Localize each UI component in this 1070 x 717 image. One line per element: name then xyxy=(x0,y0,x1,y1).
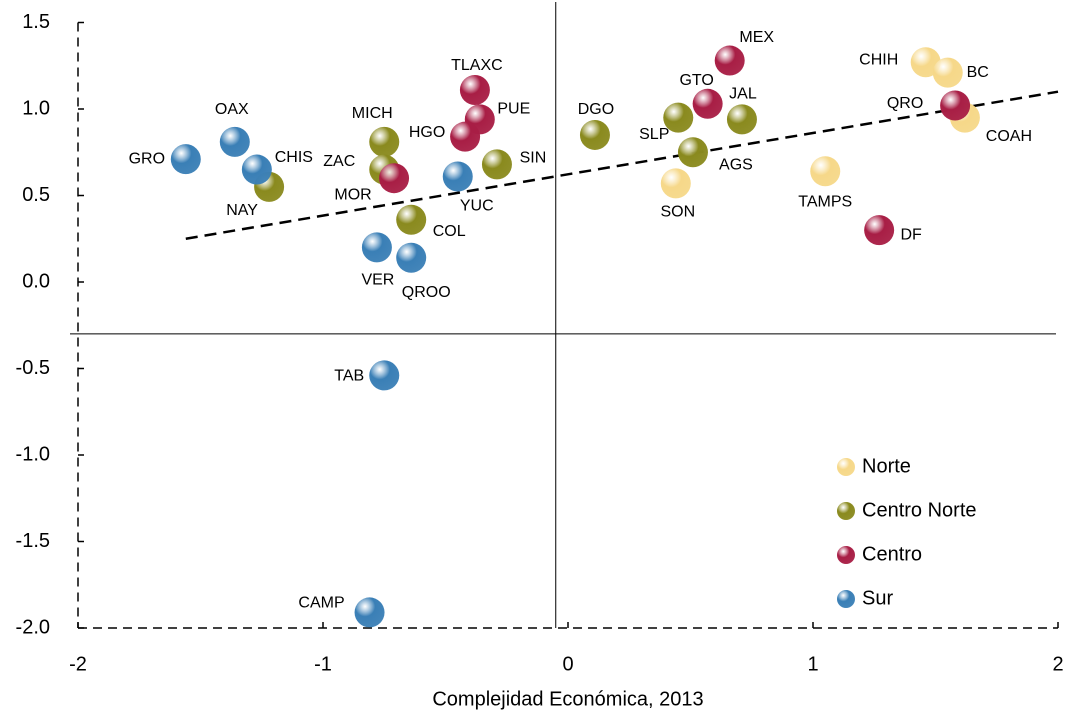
point xyxy=(369,126,400,157)
point xyxy=(714,45,745,76)
x-tick-label: -2 xyxy=(69,653,87,675)
y-tick-label: -0.5 xyxy=(16,357,50,379)
point-label: COL xyxy=(433,223,466,240)
point-label: AGS xyxy=(719,156,753,173)
point xyxy=(677,137,708,168)
point-label: QROO xyxy=(402,284,451,301)
legend-marker xyxy=(837,546,855,564)
x-axis-label: Complejidad Económica, 2013 xyxy=(432,688,703,710)
point xyxy=(940,90,971,121)
point-label: BC xyxy=(967,64,989,81)
point-label: COAH xyxy=(986,128,1032,145)
point xyxy=(481,149,512,180)
point xyxy=(241,154,272,185)
trendline xyxy=(185,90,1059,240)
x-tick-label: 0 xyxy=(562,653,573,675)
point-label: MOR xyxy=(334,186,371,203)
y-tick-label: 0.5 xyxy=(22,184,50,206)
y-tick-label: 0.0 xyxy=(22,270,50,292)
point-label: TLAXC xyxy=(451,57,503,74)
x-tick-label: 1 xyxy=(807,653,818,675)
point-label: DF xyxy=(900,226,922,243)
x-tick-label: 2 xyxy=(1052,653,1063,675)
legend-label: Centro xyxy=(862,543,922,565)
point xyxy=(459,74,490,105)
point xyxy=(692,88,723,119)
legend-label: Norte xyxy=(862,455,911,477)
point-label: SLP xyxy=(639,126,669,143)
point-label: TAMPS xyxy=(798,193,852,210)
point-label: NAY xyxy=(226,202,258,219)
point xyxy=(369,360,400,391)
legend-label: Centro Norte xyxy=(862,499,977,521)
y-tick-label: 1.0 xyxy=(22,97,50,119)
point xyxy=(932,57,963,88)
point xyxy=(663,102,694,133)
point-label: HGO xyxy=(409,124,445,141)
point xyxy=(170,144,201,175)
point xyxy=(660,168,691,199)
y-tick-label: -1.5 xyxy=(16,530,50,552)
point xyxy=(354,597,385,628)
point-label: VER xyxy=(361,272,394,289)
point-label: CHIS xyxy=(275,149,313,166)
point-label: SIN xyxy=(520,150,547,167)
point xyxy=(579,119,610,150)
y-tick-label: -2.0 xyxy=(16,616,50,638)
point-label: MEX xyxy=(739,29,774,46)
point xyxy=(726,104,757,135)
point-label: DGO xyxy=(578,101,614,118)
x-tick-label: -1 xyxy=(314,653,332,675)
point xyxy=(396,242,427,273)
point xyxy=(864,215,895,246)
point-label: QRO xyxy=(887,95,923,112)
point xyxy=(810,156,841,187)
y-tick-label: 1.5 xyxy=(22,11,50,33)
legend-marker xyxy=(837,590,855,608)
point-label: ZAC xyxy=(323,153,355,170)
point-label: YUC xyxy=(460,198,494,215)
point-label: GRO xyxy=(129,150,165,167)
point-label: OAX xyxy=(215,101,249,118)
legend-marker xyxy=(837,502,855,520)
point-label: GTO xyxy=(679,72,713,89)
point xyxy=(396,204,427,235)
point xyxy=(442,161,473,192)
point-label: TAB xyxy=(334,368,364,385)
legend-marker xyxy=(837,458,855,476)
y-tick-label: -1.0 xyxy=(16,443,50,465)
point-label: PUE xyxy=(497,101,530,118)
point xyxy=(361,232,392,263)
point xyxy=(219,126,250,157)
point xyxy=(379,163,410,194)
point-label: JAL xyxy=(729,86,757,103)
point-label: SON xyxy=(660,204,695,221)
legend-label: Sur xyxy=(862,587,893,609)
point xyxy=(450,121,481,152)
point-label: MICH xyxy=(352,105,393,122)
point-label: CAMP xyxy=(298,595,344,612)
point-label: CHIH xyxy=(859,52,898,69)
